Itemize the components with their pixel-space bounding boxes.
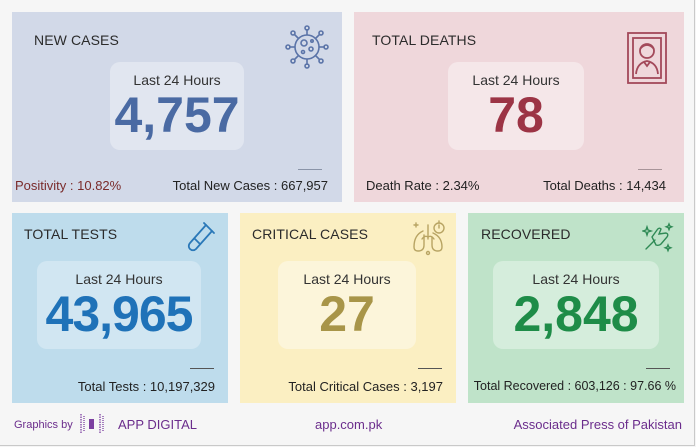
period-label: Last 24 Hours bbox=[75, 271, 163, 287]
period-label: Last 24 Hours bbox=[532, 271, 620, 287]
total-deaths-card: TOTAL DEATHS Last 24 Hours 78 Death Rate… bbox=[354, 12, 684, 202]
virus-icon bbox=[285, 25, 329, 69]
card-title: TOTAL TESTS bbox=[24, 226, 118, 242]
last-24-hours-box: Last 24 Hours 27 bbox=[278, 261, 416, 349]
card-title: CRITICAL CASES bbox=[252, 226, 369, 242]
total-recovered: Total Recovered : 603,126 : 97.66 % bbox=[473, 379, 676, 393]
tests-value: 43,965 bbox=[45, 286, 194, 342]
test-tube-icon bbox=[187, 222, 215, 252]
agency-name: Associated Press of Pakistan bbox=[513, 417, 682, 432]
divider bbox=[418, 368, 442, 369]
total-tests: Total Tests : 10,197,329 bbox=[77, 379, 215, 394]
new-cases-value: 4,757 bbox=[114, 87, 240, 143]
deaths-value: 78 bbox=[488, 87, 544, 143]
recovered-value: 2,848 bbox=[513, 286, 639, 342]
total-critical-cases: Total Critical Cases : 3,197 bbox=[288, 379, 443, 394]
critical-cases-card: CRITICAL CASES Last 24 Hours 27 Total Cr… bbox=[240, 213, 456, 403]
app-digital-brand: APP DIGITAL bbox=[118, 417, 197, 432]
lungs-icon bbox=[413, 220, 445, 256]
total-new-cases: Total New Cases : 667,957 bbox=[172, 178, 328, 193]
card-title: RECOVERED bbox=[481, 226, 571, 242]
period-label: Last 24 Hours bbox=[472, 72, 560, 88]
portrait-frame-icon bbox=[627, 32, 667, 84]
positivity-rate: Positivity : 10.82% bbox=[15, 178, 122, 193]
death-rate: Death Rate : 2.34% bbox=[366, 178, 480, 193]
new-cases-card: NEW CASES Last 24 Hours 4,757 Positivity… bbox=[12, 12, 342, 202]
period-label: Last 24 Hours bbox=[303, 271, 391, 287]
critical-value: 27 bbox=[319, 286, 375, 342]
card-title: NEW CASES bbox=[34, 32, 119, 48]
period-label: Last 24 Hours bbox=[133, 72, 221, 88]
last-24-hours-box: Last 24 Hours 4,757 bbox=[110, 62, 244, 150]
last-24-hours-box: Last 24 Hours 43,965 bbox=[37, 261, 201, 349]
recovered-card: RECOVERED Last 24 Hours 2,848 Total Reco… bbox=[468, 213, 684, 403]
footer: Graphics by APP DIGITAL app.com.pk Assoc… bbox=[0, 405, 694, 445]
last-24-hours-box: Last 24 Hours 78 bbox=[448, 62, 584, 150]
graphics-by-label: Graphics by bbox=[14, 419, 73, 431]
card-title: TOTAL DEATHS bbox=[372, 32, 477, 48]
thumbs-up-icon bbox=[642, 222, 674, 253]
website-link[interactable]: app.com.pk bbox=[315, 417, 383, 432]
last-24-hours-box: Last 24 Hours 2,848 bbox=[493, 261, 659, 349]
total-deaths: Total Deaths : 14,434 bbox=[543, 178, 666, 193]
divider bbox=[638, 169, 662, 170]
divider bbox=[646, 368, 670, 369]
divider bbox=[298, 169, 322, 170]
total-tests-card: TOTAL TESTS Last 24 Hours 43,965 Total T… bbox=[12, 213, 228, 403]
divider bbox=[190, 368, 214, 369]
app-digital-logo-icon bbox=[80, 414, 104, 434]
